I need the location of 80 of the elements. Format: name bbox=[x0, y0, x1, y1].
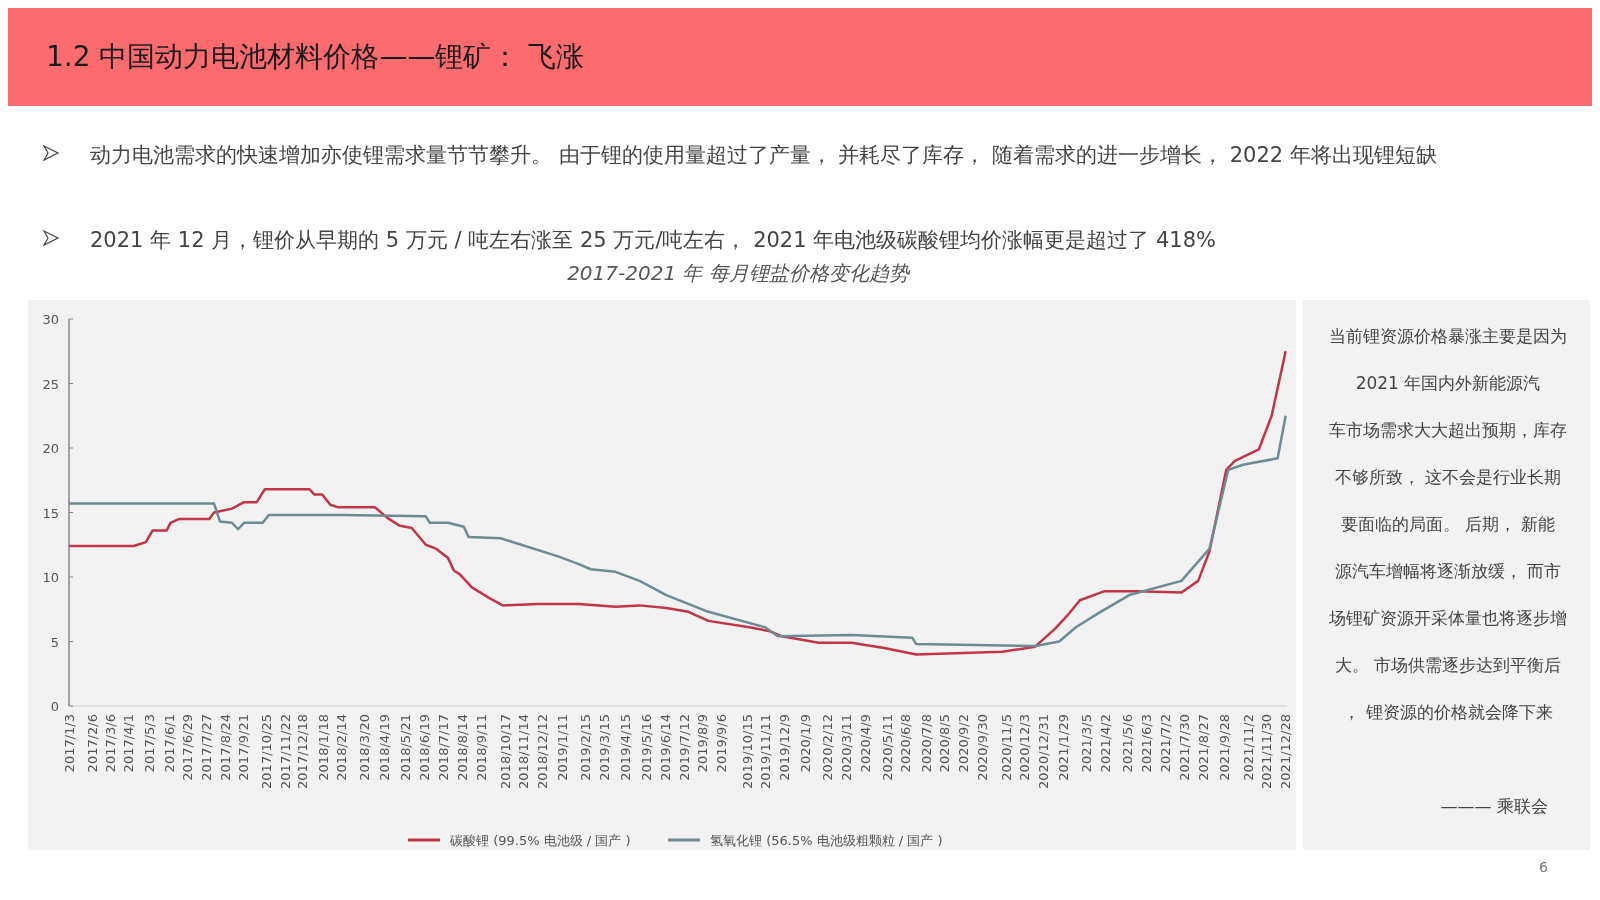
x-tick-label: 2019/7/12 bbox=[676, 714, 692, 781]
x-tick-label: 2020/6/8 bbox=[898, 714, 914, 773]
x-tick-label: 2019/3/15 bbox=[597, 714, 613, 781]
x-tick-label: 2020/12/31 bbox=[1036, 714, 1052, 789]
x-tick-label: 2018/7/17 bbox=[436, 714, 452, 781]
x-tick-label: 2021/7/30 bbox=[1177, 714, 1193, 781]
x-tick-label: 2018/1/18 bbox=[315, 714, 331, 781]
x-tick-label: 2019/5/16 bbox=[638, 714, 654, 781]
x-tick-label: 2019/2/15 bbox=[578, 714, 594, 781]
x-tick-label: 2018/9/11 bbox=[473, 714, 489, 781]
x-tick-label: 2019/11/11 bbox=[758, 714, 774, 789]
x-tick-label: 2021/8/27 bbox=[1195, 714, 1211, 781]
x-tick-label: 2021/6/3 bbox=[1139, 714, 1155, 773]
x-tick-label: 2017/4/1 bbox=[120, 714, 136, 773]
text: 2021 年 12 月，锂价从早期的 5 万元 / 吨左右涨至 25 万元/吨左右， 2021 年电池级碳酸锂均价涨幅更是超过了 418% bbox=[89, 227, 1217, 254]
x-tick-label: 2017/8/24 bbox=[217, 714, 233, 781]
x-tick-label: 2017/7/27 bbox=[198, 714, 214, 781]
line-series bbox=[67, 350, 1287, 656]
x-tick-label: 2017/6/1 bbox=[161, 714, 177, 773]
x-tick-label: 2020/4/9 bbox=[858, 714, 874, 773]
x-tick-label: 2021/1/29 bbox=[1055, 714, 1071, 781]
x-tick-label: 2018/5/21 bbox=[398, 714, 414, 781]
legend-label: 氢氧化锂 (56.5% 电池级粗颗粒 / 国产 ) bbox=[710, 833, 943, 848]
x-tick-label: 2020/11/5 bbox=[998, 714, 1014, 781]
x-tick-label: 2017/5/3 bbox=[142, 714, 158, 773]
x-tick-label: 2021/3/5 bbox=[1078, 714, 1094, 773]
x-tick-label: 2017/2/6 bbox=[84, 714, 100, 773]
x-tick-label: 2021/11/30 bbox=[1259, 714, 1275, 789]
y-tick-label: 0 bbox=[50, 699, 59, 714]
text: 当前锂资源价格暴涨主要是因为 2021 年国内外新能源汽车市场需求大大超出预期，库存不够所致， 这不会是行业长期要面临的局面。 后期， 新能源汽车增幅将逐渐放缓， 而市场锂矿资源开采体量也将逐步增大。 市场供需逐步达到平衡后， 锂资源的价格就会降下来 bbox=[1329, 326, 1567, 722]
x-tick-label: 2019/9/6 bbox=[714, 714, 730, 773]
x-tick-label: 2017/12/18 bbox=[295, 714, 311, 789]
y-tick-label: 10 bbox=[42, 570, 59, 585]
text: 动力电池需求的快速增加亦使锂需求量节节攀升。 由于锂的使用量超过了产量， 并耗尽了库存， 随着需求的进一步增长， 2022 年将出现锂短缺 bbox=[89, 142, 1438, 169]
line-series bbox=[67, 414, 1287, 648]
x-tick-label: 2018/10/17 bbox=[497, 714, 513, 789]
x-tick-label: 2020/2/12 bbox=[820, 714, 836, 781]
x-tick-label: 2017/3/6 bbox=[103, 714, 119, 773]
x-tick-label: 2020/5/11 bbox=[879, 714, 895, 781]
x-tick-label: 2018/11/14 bbox=[516, 714, 532, 789]
x-tick-label: 2017/6/29 bbox=[180, 714, 196, 781]
legend-label: 碳酸锂 (99.5% 电池级 / 国产 ) bbox=[449, 833, 631, 848]
x-tick-label: 2021/11/2 bbox=[1240, 714, 1256, 781]
x-tick-label: 2021/7/2 bbox=[1158, 714, 1174, 773]
x-tick-label: 2019/4/15 bbox=[617, 714, 633, 781]
x-tick-label: 2017/11/22 bbox=[277, 714, 293, 789]
x-tick-label: 2019/8/9 bbox=[695, 714, 711, 773]
x-tick-label: 2018/12/12 bbox=[535, 714, 551, 789]
x-tick-label: 2018/4/19 bbox=[376, 714, 392, 781]
y-tick-label: 5 bbox=[50, 634, 59, 650]
y-tick-label: 20 bbox=[42, 441, 59, 456]
x-tick-label: 2018/8/14 bbox=[454, 714, 470, 781]
x-tick-label: 2019/6/14 bbox=[657, 714, 673, 781]
y-tick-label: 15 bbox=[42, 505, 59, 521]
x-tick-label: 2021/9/28 bbox=[1217, 714, 1233, 781]
chart-subtitle: 2017-2021 年 每月锂盐价格变化趋势 bbox=[567, 261, 911, 285]
x-tick-label: 2021/4/2 bbox=[1097, 714, 1113, 773]
text: ——— 乘联会 bbox=[1440, 796, 1548, 816]
x-tick-label: 2020/3/11 bbox=[839, 714, 855, 781]
chart-title: 1.2 中国动力电池材料价格——锂矿： 飞涨 bbox=[46, 40, 585, 73]
x-tick-label: 2020/8/5 bbox=[937, 714, 953, 773]
x-tick-label: 2021/12/28 bbox=[1278, 714, 1293, 789]
x-tick-label: 2019/10/15 bbox=[740, 714, 756, 789]
x-tick-label: 2017/10/25 bbox=[259, 714, 275, 789]
x-tick-label: 2021/5/6 bbox=[1120, 714, 1136, 773]
x-tick-label: 2018/6/19 bbox=[417, 714, 433, 781]
x-tick-label: 2018/2/14 bbox=[333, 714, 349, 781]
x-tick-label: 2020/12/3 bbox=[1017, 714, 1033, 781]
y-tick-label: 30 bbox=[42, 312, 59, 327]
y-tick-label: 25 bbox=[42, 376, 59, 392]
x-tick-label: 2020/1/9 bbox=[797, 714, 813, 773]
x-tick-label: 2019/12/9 bbox=[776, 714, 792, 781]
x-tick-label: 2017/1/3 bbox=[62, 714, 77, 773]
x-tick-label: 2020/7/8 bbox=[918, 714, 934, 773]
x-tick-label: 2019/1/11 bbox=[555, 714, 571, 781]
x-tick-label: 2017/9/21 bbox=[236, 714, 252, 781]
text: 6 bbox=[1539, 859, 1549, 875]
x-tick-label: 2020/9/2 bbox=[955, 714, 971, 773]
x-tick-label: 2020/9/30 bbox=[974, 714, 990, 781]
x-tick-label: 2018/3/20 bbox=[356, 714, 372, 781]
